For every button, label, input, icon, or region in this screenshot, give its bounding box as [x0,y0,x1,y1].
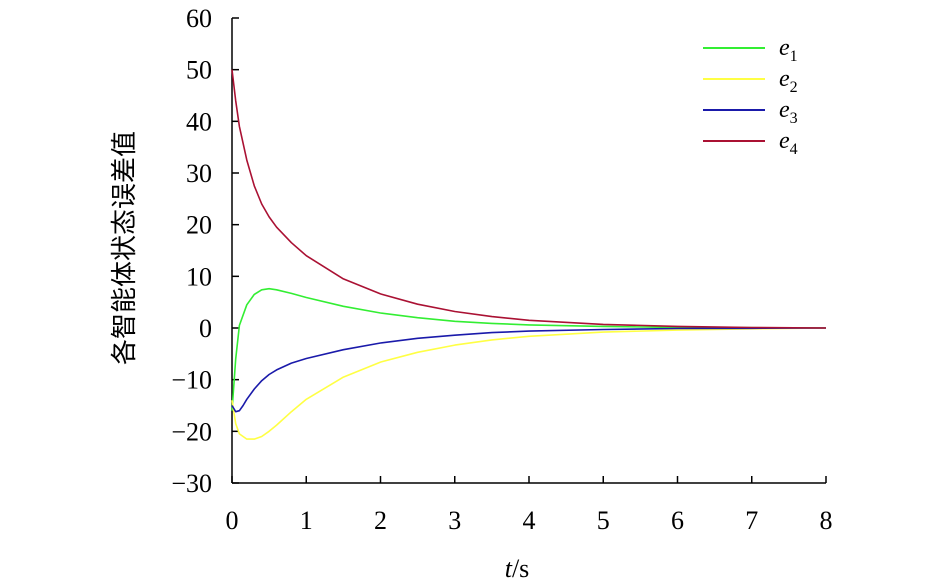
legend-label-sub: 1 [790,48,798,65]
y-tick-label: 40 [186,107,212,136]
x-axis-unit: /s [512,554,529,583]
axes: 0 1 2 3 4 5 6 7 8 60 50 40 30 20 10 0 −10 −20 −30 [171,4,832,535]
legend-label-var: e [779,128,790,154]
x-axis-label: t/s [505,554,530,583]
legend-label-var: e [779,97,790,123]
x-axis-variable: t [505,554,513,583]
legend-label: e4 [779,128,798,158]
series-line-e1 [231,287,827,411]
y-tick-label: 0 [199,314,212,343]
series-line-e3 [231,327,827,413]
y-tick-label: −30 [171,469,212,498]
x-tick-label: 8 [820,506,833,535]
series-layer [231,69,827,440]
y-tick-label: −20 [171,417,212,446]
x-tick-label: 0 [226,506,239,535]
x-tick-label: 7 [745,506,758,535]
legend-label: e3 [779,97,798,127]
legend-label-var: e [779,66,790,92]
x-tick-label: 2 [374,506,387,535]
x-tick-label: 1 [300,506,313,535]
series-line-e2 [231,327,827,440]
x-tick-label: 6 [671,506,684,535]
y-tick-label: 10 [186,262,212,291]
legend-label-sub: 3 [790,110,798,127]
y-axis-label: 各智能体状态误差值 [110,131,139,365]
y-tick-label: −10 [171,366,212,395]
y-tick-label: 20 [186,211,212,240]
legend-label-var: e [779,35,790,61]
y-tick-label: 30 [186,159,212,188]
x-tick-label: 5 [597,506,610,535]
legend-label-sub: 4 [790,141,798,158]
x-tick-label: 3 [448,506,461,535]
legend-label: e2 [779,66,798,96]
legend-label-sub: 2 [790,79,798,96]
series-line-e4 [231,69,827,329]
y-tick-label: 50 [186,56,212,85]
y-tick-label: 60 [186,4,212,33]
x-tick-label: 4 [523,506,536,535]
legend-label: e1 [779,35,798,65]
